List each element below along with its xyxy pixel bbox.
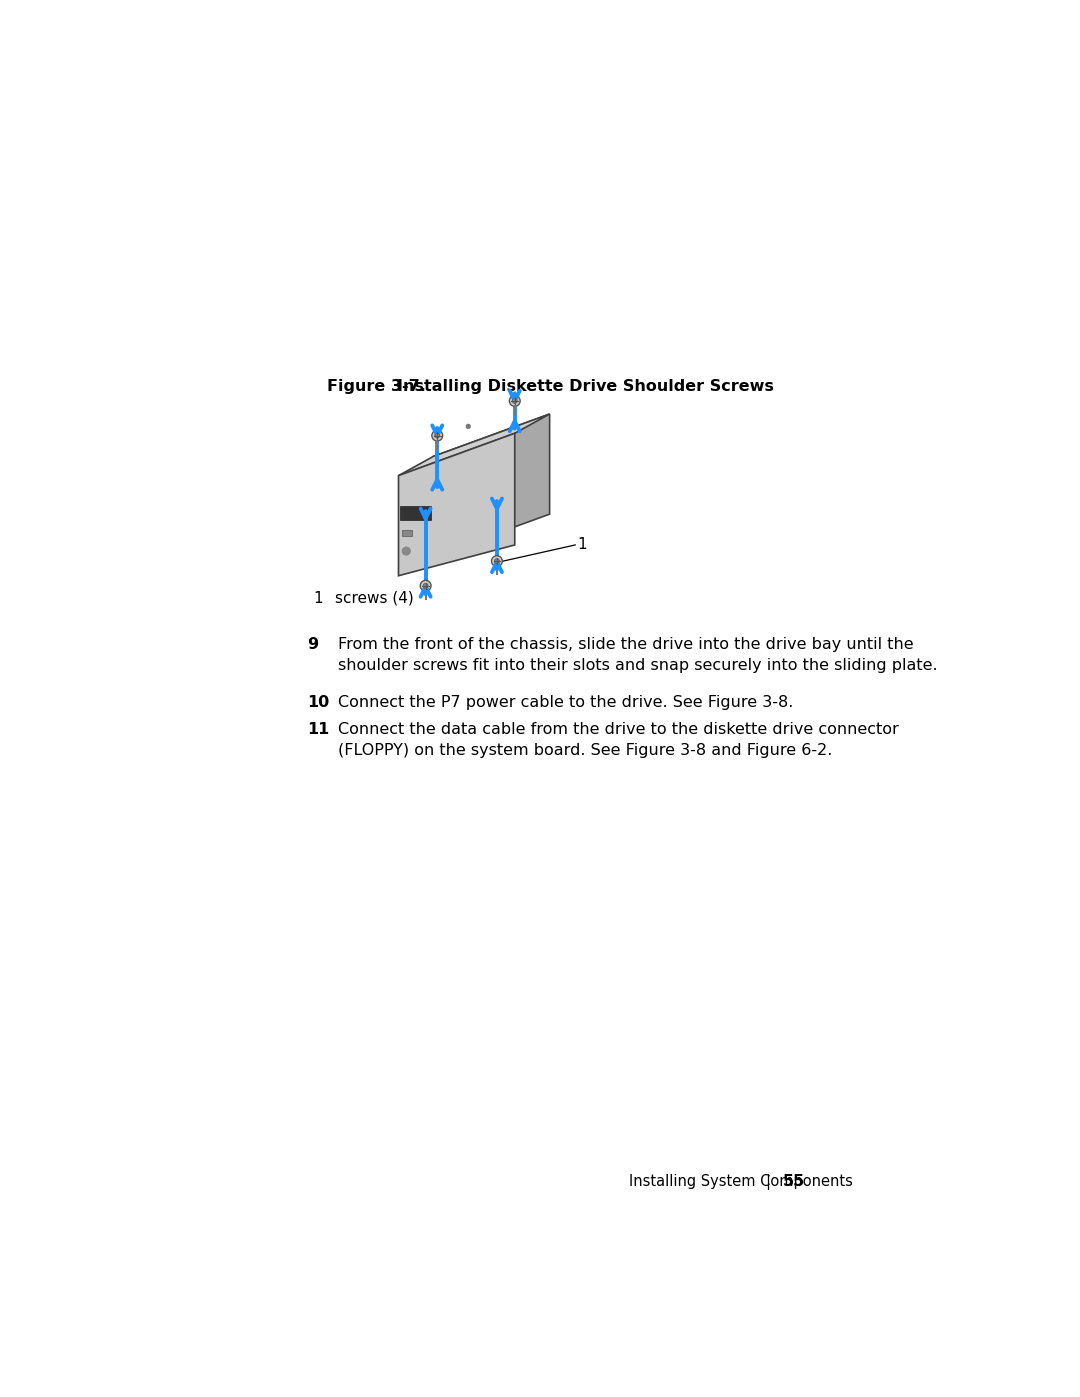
Circle shape bbox=[403, 548, 410, 555]
Text: Installing Diskette Drive Shoulder Screws: Installing Diskette Drive Shoulder Screw… bbox=[397, 379, 774, 394]
Text: 9: 9 bbox=[307, 637, 319, 652]
Circle shape bbox=[423, 584, 428, 588]
Circle shape bbox=[510, 395, 521, 407]
Polygon shape bbox=[399, 414, 550, 475]
Circle shape bbox=[435, 433, 440, 439]
Text: 10: 10 bbox=[307, 696, 329, 710]
Text: Installing System Components: Installing System Components bbox=[629, 1173, 852, 1189]
Circle shape bbox=[420, 580, 431, 591]
Circle shape bbox=[495, 559, 499, 563]
Polygon shape bbox=[402, 529, 413, 535]
Text: Connect the P7 power cable to the drive. See Figure 3-8.: Connect the P7 power cable to the drive.… bbox=[338, 696, 794, 710]
Text: screws (4): screws (4) bbox=[335, 591, 414, 606]
Text: From the front of the chassis, slide the drive into the drive bay until the
shou: From the front of the chassis, slide the… bbox=[338, 637, 937, 673]
Text: Connect the data cable from the drive to the diskette drive connector
(FLOPPY) o: Connect the data cable from the drive to… bbox=[338, 722, 899, 759]
Polygon shape bbox=[400, 507, 431, 520]
Text: 55: 55 bbox=[783, 1173, 806, 1189]
Polygon shape bbox=[399, 433, 515, 576]
Text: 1: 1 bbox=[313, 591, 323, 606]
Text: |: | bbox=[765, 1173, 770, 1190]
Circle shape bbox=[467, 425, 470, 429]
Circle shape bbox=[512, 398, 517, 404]
Circle shape bbox=[432, 430, 443, 441]
Polygon shape bbox=[433, 414, 550, 556]
Text: Figure 3-7.: Figure 3-7. bbox=[327, 379, 427, 394]
Text: 11: 11 bbox=[307, 722, 329, 738]
Circle shape bbox=[491, 556, 502, 567]
Text: 1: 1 bbox=[578, 538, 588, 552]
